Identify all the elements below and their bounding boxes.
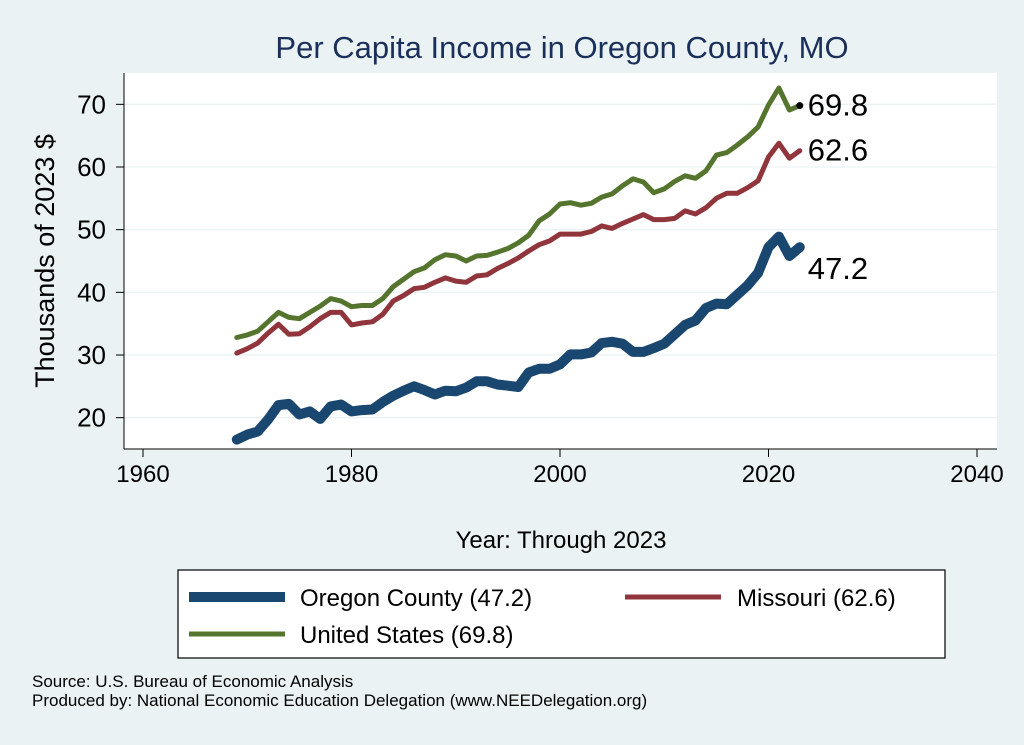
legend-label-united-states: United States (69.8) — [300, 622, 513, 649]
series-layer — [231, 85, 805, 445]
series-line-missouri — [234, 140, 803, 356]
x-tick-label-2020: 2020 — [742, 461, 795, 488]
x-tick-label-2040: 2040 — [950, 461, 1003, 488]
end-label-united-states: 69.8 — [808, 88, 868, 123]
series-line-united-states — [234, 85, 803, 340]
end-label-missouri: 62.6 — [808, 133, 868, 168]
end-label-oregon-county: 47.2 — [808, 251, 868, 286]
x-tick-label-2000: 2000 — [533, 461, 586, 488]
y-tick-label-50: 50 — [77, 215, 106, 245]
x-tick-label-1960: 1960 — [116, 461, 169, 488]
legend-box — [177, 569, 946, 659]
legend-label-oregon-county: Oregon County (47.2) — [300, 585, 532, 612]
y-tick-label-40: 40 — [77, 277, 106, 307]
end-point-united-states — [796, 102, 804, 110]
series-line-oregon-county — [231, 231, 805, 445]
y-tick-label-30: 30 — [77, 340, 106, 370]
end-labels: 69.8 62.6 47.2 — [796, 88, 868, 286]
legend-label-missouri: Missouri (62.6) — [737, 585, 896, 612]
x-axis-label: Year: Through 2023 — [456, 527, 667, 554]
y-tick-label-20: 20 — [77, 403, 106, 433]
axes: 20 30 40 50 60 70 1960 1980 2000 2020 2040 — [77, 73, 1004, 488]
plot-area — [124, 73, 997, 449]
y-axis-label: Thousands of 2023 $ — [30, 134, 60, 388]
source-note: Source: U.S. Bureau of Economic Analysis — [32, 672, 354, 691]
produced-by-note: Produced by: National Economic Education… — [32, 691, 648, 710]
x-tick-label-1980: 1980 — [325, 461, 378, 488]
y-tick-label-70: 70 — [77, 89, 106, 119]
y-tick-label-60: 60 — [77, 152, 106, 182]
legend: Oregon County (47.2) Missouri (62.6) Uni… — [177, 569, 946, 659]
chart-title: Per Capita Income in Oregon County, MO — [275, 30, 848, 65]
